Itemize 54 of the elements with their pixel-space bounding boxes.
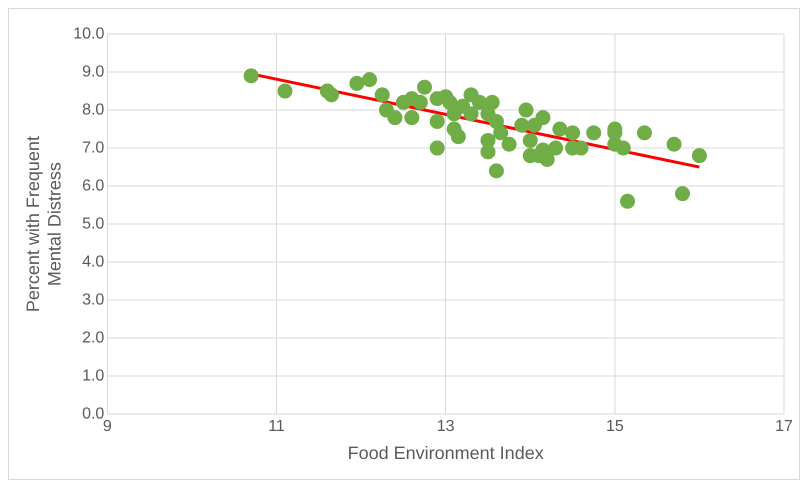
- x-tick-label: 9: [102, 418, 112, 436]
- point: [374, 87, 390, 102]
- point: [484, 94, 500, 110]
- point: [362, 72, 378, 88]
- x-axis-title: Food Environment Index: [348, 443, 544, 464]
- point: [277, 84, 292, 99]
- y-tick-label: 9.0: [82, 63, 104, 80]
- point: [675, 186, 690, 202]
- point: [666, 136, 682, 152]
- point: [548, 140, 564, 156]
- point: [514, 118, 530, 133]
- point: [620, 194, 636, 209]
- y-tick-label: 10.0: [73, 25, 104, 42]
- y-tick-label: 3.0: [82, 292, 104, 309]
- point: [493, 125, 508, 140]
- point: [404, 110, 420, 126]
- point: [244, 68, 259, 84]
- y-tick-label: 7.0: [82, 139, 104, 156]
- point: [586, 125, 602, 140]
- point: [430, 140, 445, 156]
- point: [349, 76, 364, 91]
- x-tick-label: 11: [268, 418, 285, 436]
- y-tick-label: 6.0: [82, 177, 104, 194]
- point: [387, 110, 402, 126]
- point: [535, 110, 550, 126]
- point: [616, 140, 631, 156]
- point: [430, 114, 445, 129]
- point: [472, 94, 488, 110]
- y-tick-label: 8.0: [82, 101, 104, 118]
- y-tick-label: 1.0: [82, 368, 104, 385]
- point: [480, 144, 496, 160]
- point: [324, 87, 339, 102]
- point: [488, 114, 504, 129]
- point: [502, 136, 517, 152]
- y-tick-label: 0.0: [82, 406, 104, 423]
- point: [552, 122, 568, 137]
- x-tick-label: 13: [436, 418, 455, 436]
- point: [464, 106, 479, 122]
- point: [488, 163, 504, 178]
- point: [565, 125, 580, 140]
- y-axis-title: Percent with Frequent Mental Distress: [22, 136, 64, 312]
- point: [540, 152, 555, 167]
- point: [522, 132, 538, 148]
- point: [518, 102, 534, 118]
- y-tick-label: 5.0: [82, 216, 104, 233]
- y-tick-label: 4.0: [82, 254, 104, 271]
- x-tick-label: 15: [606, 418, 624, 436]
- point: [636, 125, 652, 140]
- y-tick-label: 2.0: [82, 330, 104, 347]
- point: [450, 129, 466, 144]
- point: [417, 80, 432, 95]
- x-tick-label: 17: [775, 418, 793, 436]
- point: [692, 148, 707, 164]
- point: [412, 94, 428, 110]
